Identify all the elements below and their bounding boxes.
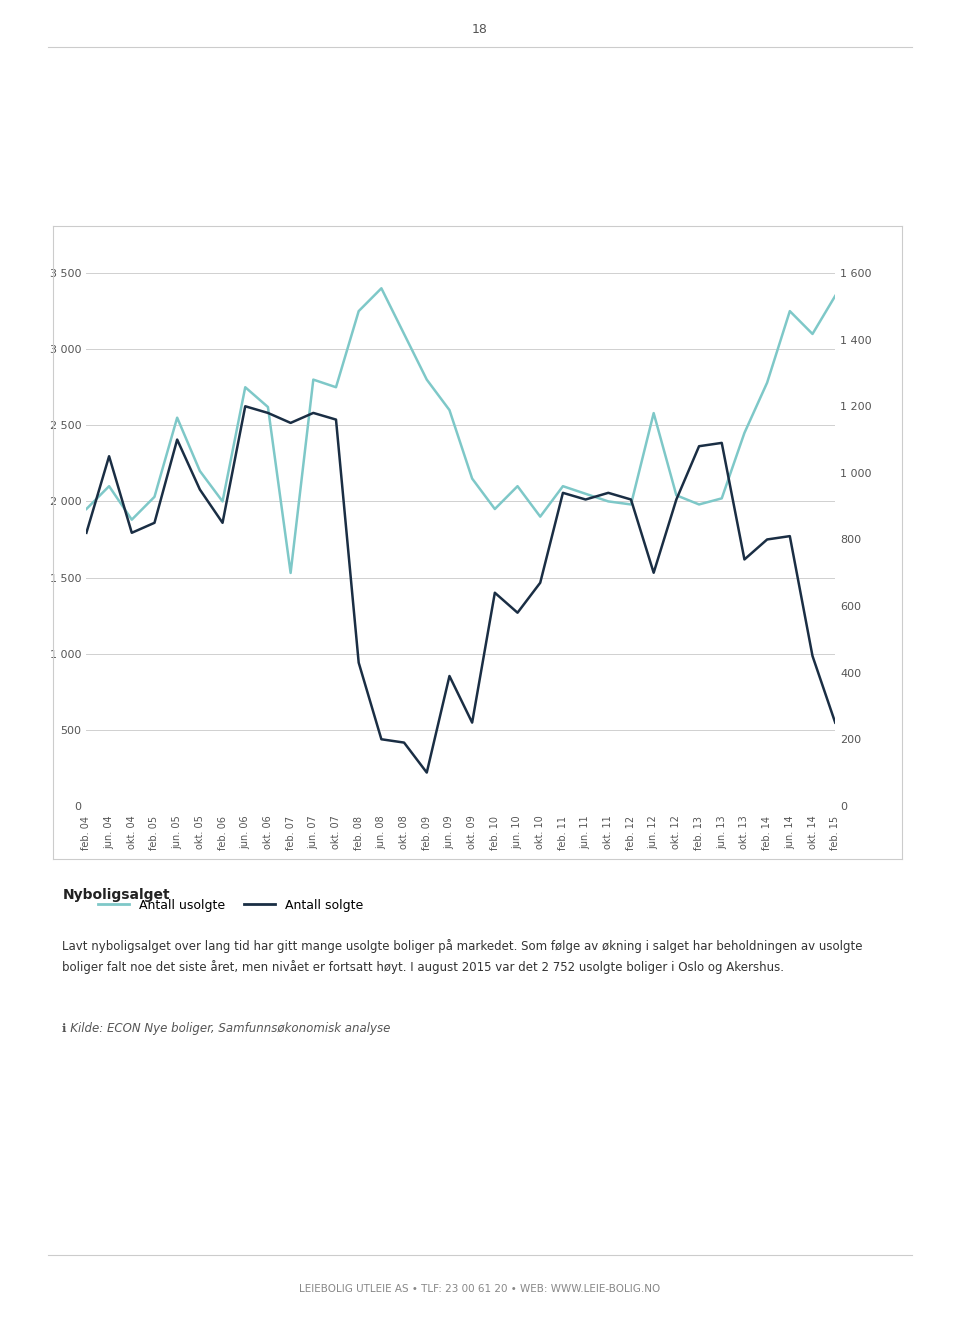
Text: Lavt nyboligsalget over lang tid har gitt mange usolgte boliger på markedet. Som: Lavt nyboligsalget over lang tid har git… bbox=[62, 939, 863, 974]
Text: Nyboligsalget: Nyboligsalget bbox=[62, 888, 170, 902]
Legend: Antall usolgte, Antall solgte: Antall usolgte, Antall solgte bbox=[93, 894, 369, 916]
Text: 18: 18 bbox=[472, 23, 488, 36]
Text: ℹ Kilde: ECON Nye boliger, Samfunnsøkonomisk analyse: ℹ Kilde: ECON Nye boliger, Samfunnsøkono… bbox=[62, 1022, 391, 1035]
Text: LEIEBOLIG UTLEIE AS • TLF: 23 00 61 20 • WEB: WWW.LEIE-BOLIG.NO: LEIEBOLIG UTLEIE AS • TLF: 23 00 61 20 •… bbox=[300, 1284, 660, 1295]
